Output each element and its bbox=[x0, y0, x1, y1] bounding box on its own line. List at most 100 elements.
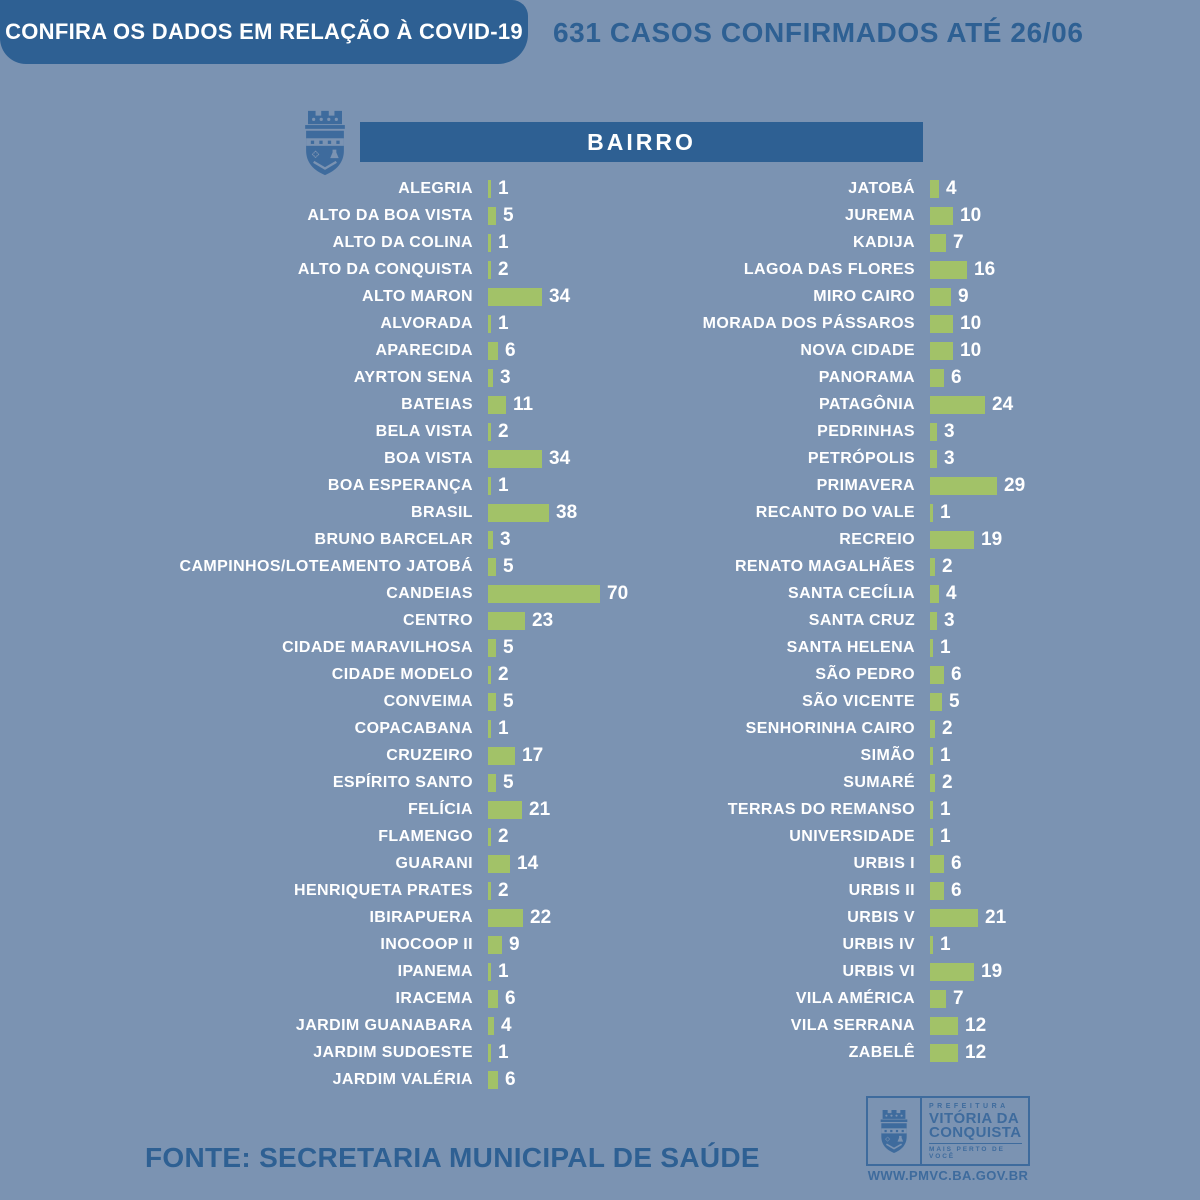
bar-row: VILA SERRANA 12 bbox=[440, 1012, 1025, 1039]
bairro-label: JUREMA bbox=[845, 206, 915, 224]
bar-value: 19 bbox=[981, 528, 1003, 550]
bairro-label: URBIS V bbox=[847, 908, 915, 926]
bar bbox=[930, 260, 967, 279]
bar-value: 6 bbox=[505, 987, 516, 1009]
bar-value: 19 bbox=[981, 960, 1003, 982]
bar-value: 6 bbox=[505, 339, 516, 361]
bairro-label: IBIRAPUERA bbox=[369, 908, 473, 926]
bar bbox=[930, 422, 937, 441]
bar-value: 5 bbox=[503, 204, 514, 226]
bairro-label: TERRAS DO REMANSO bbox=[727, 800, 915, 818]
bairro-label: ZABELÊ bbox=[848, 1043, 915, 1061]
bar bbox=[488, 476, 491, 495]
bar-row: ALTO DA COLINA 1 bbox=[0, 229, 628, 256]
bar bbox=[930, 557, 935, 576]
bar bbox=[488, 1070, 498, 1089]
bar-row: IBIRAPUERA 22 bbox=[0, 904, 628, 931]
bar-row: RENATO MAGALHÃES 2 bbox=[440, 553, 1025, 580]
bar-value: 2 bbox=[942, 555, 953, 577]
bar-row: URBIS IV 1 bbox=[440, 931, 1025, 958]
bar-row: BOA ESPERANÇA 1 bbox=[0, 472, 628, 499]
bairro-label: URBIS IV bbox=[842, 935, 915, 953]
bairro-label: BELA VISTA bbox=[375, 422, 473, 440]
bar bbox=[488, 692, 496, 711]
bar-row: IRACEMA 6 bbox=[0, 985, 628, 1012]
bar-value: 5 bbox=[503, 636, 514, 658]
bairro-label: PEDRINHAS bbox=[817, 422, 915, 440]
bar-value: 6 bbox=[505, 1068, 516, 1090]
logo-divider bbox=[929, 1142, 1022, 1144]
cases-summary: 631 CASOS CONFIRMADOS ATÉ 26/06 bbox=[553, 17, 1084, 48]
bairro-label: SÃO VICENTE bbox=[802, 692, 915, 710]
bar-value: 23 bbox=[532, 609, 554, 631]
bairro-label: INOCOOP II bbox=[380, 935, 473, 953]
bar bbox=[488, 233, 491, 252]
bar-value: 2 bbox=[498, 258, 509, 280]
bar-value: 1 bbox=[940, 636, 951, 658]
bar-value: 3 bbox=[944, 420, 955, 442]
city-coat-of-arms-icon bbox=[303, 109, 347, 177]
bar-row: AYRTON SENA 3 bbox=[0, 364, 628, 391]
bar-row: CANDEIAS 70 bbox=[0, 580, 628, 607]
bar-value: 1 bbox=[940, 501, 951, 523]
bar bbox=[488, 1043, 491, 1062]
bar-value: 5 bbox=[503, 690, 514, 712]
bar-row: ALTO DA BOA VISTA 5 bbox=[0, 202, 628, 229]
bairro-label: SÃO PEDRO bbox=[815, 665, 915, 683]
bar-row: BELA VISTA 2 bbox=[0, 418, 628, 445]
bairro-label: ALTO MARON bbox=[362, 287, 473, 305]
bar-value: 1 bbox=[498, 960, 509, 982]
source-note: FONTE: SECRETARIA MUNICIPAL DE SAÚDE bbox=[145, 1142, 760, 1173]
bar-row: SANTA HELENA 1 bbox=[440, 634, 1025, 661]
bar-row: SIMÃO 1 bbox=[440, 742, 1025, 769]
bairro-label: COPACABANA bbox=[354, 719, 473, 737]
bar-row: IPANEMA 1 bbox=[0, 958, 628, 985]
bar-value: 29 bbox=[1004, 474, 1026, 496]
title-banner: CONFIRA OS DADOS EM RELAÇÃO À COVID-19 bbox=[0, 0, 528, 64]
bar bbox=[930, 719, 935, 738]
bar bbox=[930, 989, 946, 1008]
bairro-label: URBIS II bbox=[848, 881, 915, 899]
bar-row: ESPÍRITO SANTO 5 bbox=[0, 769, 628, 796]
bar-value: 1 bbox=[498, 1041, 509, 1063]
logo-line-city2: CONQUISTA bbox=[929, 1123, 1022, 1141]
bar-row: KADIJA 7 bbox=[440, 229, 1025, 256]
bar-row: CIDADE MARAVILHOSA 5 bbox=[0, 634, 628, 661]
bar-row: TERRAS DO REMANSO 1 bbox=[440, 796, 1025, 823]
bar-value: 38 bbox=[556, 501, 578, 523]
bar-value: 5 bbox=[503, 771, 514, 793]
bar bbox=[930, 368, 944, 387]
bar-row: SÃO PEDRO 6 bbox=[440, 661, 1025, 688]
bar-chart-column-left: ALEGRIA 1 ALTO DA BOA VISTA 5 ALTO DA COLINA… bbox=[0, 175, 629, 1093]
bar-value: 34 bbox=[549, 447, 571, 469]
bairro-label: VILA SERRANA bbox=[790, 1016, 915, 1034]
bar-chart-column-right: JATOBÁ 4 JUREMA 10 KADIJA 7 LAGOA DAS FLORES 16… bbox=[440, 175, 1026, 1066]
bairro-label: PETRÓPOLIS bbox=[807, 449, 915, 467]
bar-value: 1 bbox=[498, 231, 509, 253]
bar bbox=[930, 206, 953, 225]
bar-value: 2 bbox=[498, 420, 509, 442]
chart-column-header: BAIRRO bbox=[360, 122, 923, 162]
bar-row: ALTO DA CONQUISTA 2 bbox=[0, 256, 628, 283]
bar-value: 1 bbox=[498, 717, 509, 739]
prefeitura-logo-text: PREFEITURA VITÓRIA DA CONQUISTA MAIS PER… bbox=[922, 1098, 1028, 1164]
bar-row: JATOBÁ 4 bbox=[440, 175, 1025, 202]
bar-value: 21 bbox=[529, 798, 551, 820]
bar-row: PATAGÔNIA 24 bbox=[440, 391, 1025, 418]
bar bbox=[930, 854, 944, 873]
bairro-label: CAMPINHOS/LOTEAMENTO JATOBÁ bbox=[179, 557, 473, 575]
bar bbox=[488, 908, 523, 927]
bar-row: RECANTO DO VALE 1 bbox=[440, 499, 1025, 526]
bairro-label: CIDADE MODELO bbox=[331, 665, 473, 683]
bar-row: URBIS I 6 bbox=[440, 850, 1025, 877]
bar-value: 7 bbox=[953, 231, 964, 253]
bairro-label: HENRIQUETA PRATES bbox=[294, 881, 473, 899]
bar bbox=[930, 827, 933, 846]
bar-row: CIDADE MODELO 2 bbox=[0, 661, 628, 688]
bar-row: BRUNO BARCELAR 3 bbox=[0, 526, 628, 553]
bar-row: ZABELÊ 12 bbox=[440, 1039, 1025, 1066]
bar bbox=[930, 395, 985, 414]
bairro-label: PRIMAVERA bbox=[816, 476, 915, 494]
bairro-label: NOVA CIDADE bbox=[800, 341, 915, 359]
bairro-label: SUMARÉ bbox=[843, 773, 915, 791]
